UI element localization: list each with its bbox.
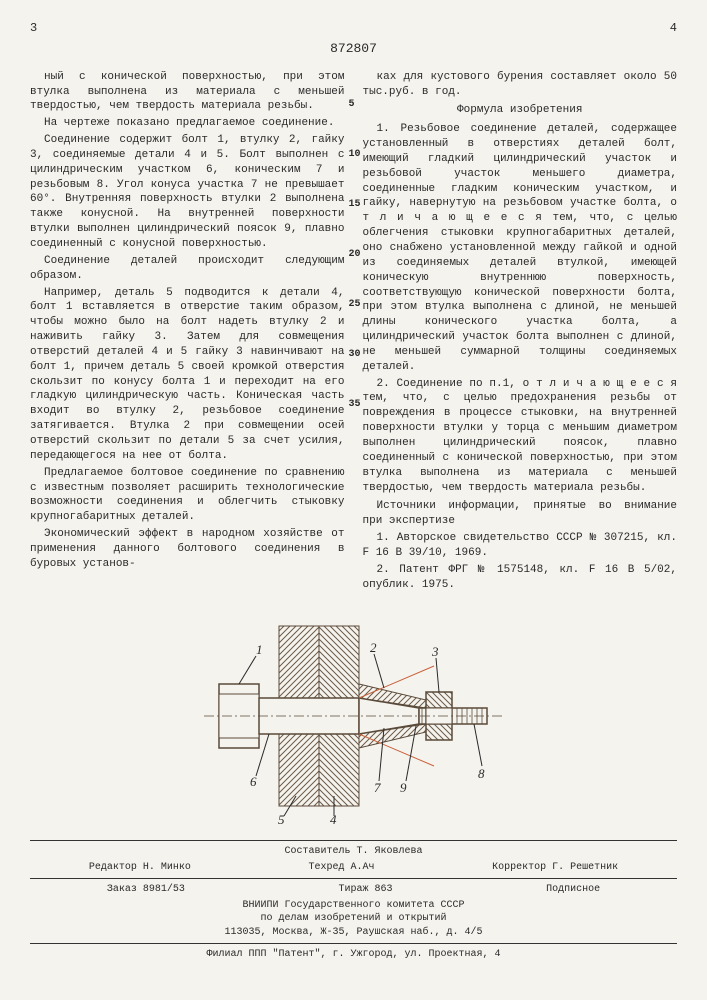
editor: Редактор Н. Минко	[89, 861, 191, 875]
footer: Составитель Т. Яковлева Редактор Н. Минк…	[30, 840, 677, 962]
org-line: ВНИИПИ Государственного комитета СССР	[30, 899, 677, 913]
page-right: 4	[670, 20, 677, 36]
line-mark: 20	[349, 248, 361, 262]
para: Экономический эффект в народном хозяйств…	[30, 527, 345, 572]
para: 2. Соединение по п.1, о т л и ч а ю щ е …	[363, 377, 678, 496]
para: 1. Резьбовое соединение деталей, содержа…	[363, 122, 678, 374]
compiler: Составитель Т. Яковлева	[30, 845, 677, 859]
formula-title: Формула изобретения	[363, 103, 678, 118]
line-mark: 15	[349, 198, 361, 212]
line-mark: 10	[349, 148, 361, 162]
right-column: 5 10 15 20 25 30 35 ках для кустового бу…	[363, 70, 678, 595]
fig-label: 5	[278, 812, 285, 826]
tirazh: Тираж 863	[338, 883, 392, 897]
para: Соединение содержит болт 1, втулку 2, га…	[30, 133, 345, 252]
fig-label: 4	[330, 812, 337, 826]
line-mark: 25	[349, 298, 361, 312]
para: Соединение деталей происходит следующим …	[30, 254, 345, 284]
line-mark: 5	[349, 98, 355, 112]
fig-label: 2	[370, 640, 377, 655]
org-line: по делам изобретений и открытий	[30, 912, 677, 926]
text-columns: ный с конической поверхностью, при этом …	[30, 70, 677, 595]
para: ный с конической поверхностью, при этом …	[30, 70, 345, 115]
document-number: 872807	[30, 40, 677, 58]
para: На чертеже показано предлагаемое соедине…	[30, 116, 345, 131]
fig-label: 1	[256, 642, 263, 657]
fig-label: 8	[478, 766, 485, 781]
fig-label: 6	[250, 774, 257, 789]
line-mark: 35	[349, 398, 361, 412]
corrector: Корректор Г. Решетник	[492, 861, 618, 875]
techred: Техред А.Ач	[308, 861, 374, 875]
para: ках для кустового бурения составляет око…	[363, 70, 678, 100]
page-left: 3	[30, 20, 37, 36]
sources-title: Источники информации, принятые во вниман…	[363, 499, 678, 529]
fig-label: 9	[400, 780, 407, 795]
fig-label: 3	[431, 644, 439, 659]
signed: Подписное	[546, 883, 600, 897]
para: Например, деталь 5 подводится к детали 4…	[30, 286, 345, 464]
fig-label: 7	[374, 780, 381, 795]
branch: Филиал ППП "Патент", г. Ужгород, ул. Про…	[30, 948, 677, 962]
left-column: ный с конической поверхностью, при этом …	[30, 70, 345, 595]
bolt-assembly-figure: 1 2 3 4 5 6 7 8 9	[184, 606, 524, 826]
technical-drawing: 1 2 3 4 5 6 7 8 9	[30, 606, 677, 826]
para: Предлагаемое болтовое соединение по срав…	[30, 466, 345, 525]
address: 113035, Москва, Ж-35, Раушская наб., д. …	[30, 926, 677, 940]
order-number: Заказ 8981/53	[107, 883, 185, 897]
source-ref: 1. Авторское свидетельство СССР № 307215…	[363, 531, 678, 561]
source-ref: 2. Патент ФРГ № 1575148, кл. F 16 B 5/02…	[363, 563, 678, 593]
line-mark: 30	[349, 348, 361, 362]
